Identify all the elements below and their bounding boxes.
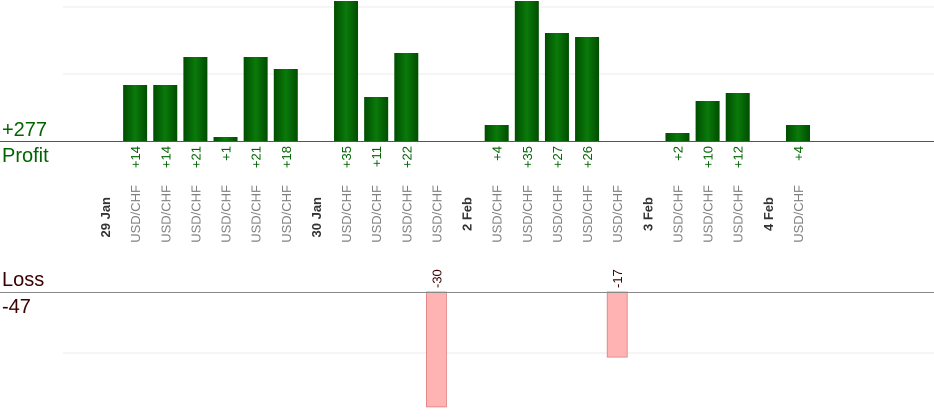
profit-bar — [575, 37, 600, 141]
pair-label: USD/CHF — [249, 185, 264, 243]
profit-value-label: +4 — [490, 146, 505, 161]
profit-value-label: +1 — [219, 146, 234, 161]
profit-value-label: +26 — [580, 146, 595, 168]
profit-bar — [183, 57, 208, 141]
pair-label: USD/CHF — [670, 185, 685, 243]
profit-bar — [484, 125, 509, 141]
pair-label: USD/CHF — [219, 185, 234, 243]
profit-bar — [695, 101, 720, 141]
profit-value-label: +14 — [128, 146, 143, 168]
profit-value-label: +12 — [731, 146, 746, 168]
profit-bar — [394, 53, 419, 141]
pair-label: USD/CHF — [128, 185, 143, 243]
profit-value-label: +21 — [188, 146, 203, 168]
pair-label: USD/CHF — [731, 185, 746, 243]
pair-label: USD/CHF — [791, 185, 806, 243]
date-label: 2 Feb — [460, 197, 475, 231]
date-label: 3 Feb — [640, 197, 655, 231]
profit-bar — [153, 85, 178, 141]
profit-value-label: +22 — [399, 146, 414, 168]
profit-value-label: +35 — [339, 146, 354, 168]
pair-label: USD/CHF — [490, 185, 505, 243]
profit-value-label: +21 — [249, 146, 264, 168]
date-label: 30 Jan — [309, 197, 324, 238]
profit-value-label: +2 — [670, 146, 685, 161]
profit-bar — [725, 93, 750, 141]
profit-bar — [544, 33, 569, 141]
profit-value-label: +11 — [369, 146, 384, 167]
loss-label: Loss — [2, 269, 45, 291]
loss-bar — [606, 291, 628, 358]
profit-bar — [785, 125, 810, 141]
pair-label: USD/CHF — [369, 185, 384, 243]
pair-label: USD/CHF — [188, 185, 203, 243]
profit-value-label: +27 — [550, 146, 565, 168]
profit-value-label: +4 — [791, 146, 806, 161]
profit-value-label: +14 — [158, 146, 173, 168]
pair-label: USD/CHF — [701, 185, 716, 243]
pair-label: USD/CHF — [610, 185, 625, 243]
profit-value-label: +35 — [520, 146, 535, 168]
profit-value-label: +10 — [701, 146, 716, 168]
pair-label: USD/CHF — [429, 185, 444, 243]
profit-label: Profit — [2, 145, 49, 167]
profit-bar — [123, 85, 148, 141]
pair-label: USD/CHF — [339, 185, 354, 243]
profit-bar — [213, 137, 238, 141]
profit-bar — [273, 69, 298, 141]
profit-bar — [334, 1, 359, 141]
pair-label: USD/CHF — [399, 185, 414, 243]
pair-label: USD/CHF — [550, 185, 565, 243]
loss-total: -47 — [2, 296, 31, 318]
profit-bar — [243, 57, 268, 141]
date-label: 29 Jan — [98, 197, 113, 238]
profit-bar — [364, 97, 389, 141]
loss-value-label: -30 — [429, 269, 444, 288]
profit-value-label: +18 — [279, 146, 294, 168]
pair-label: USD/CHF — [158, 185, 173, 243]
profit-bar — [665, 133, 690, 141]
pair-label: USD/CHF — [279, 185, 294, 243]
pair-label: USD/CHF — [520, 185, 535, 243]
date-label: 4 Feb — [761, 197, 776, 231]
loss-bar — [426, 291, 447, 408]
pair-label: USD/CHF — [580, 185, 595, 243]
profit-bar — [514, 1, 539, 141]
loss-value-label: -17 — [610, 269, 625, 288]
profit-total: +277 — [2, 119, 48, 141]
